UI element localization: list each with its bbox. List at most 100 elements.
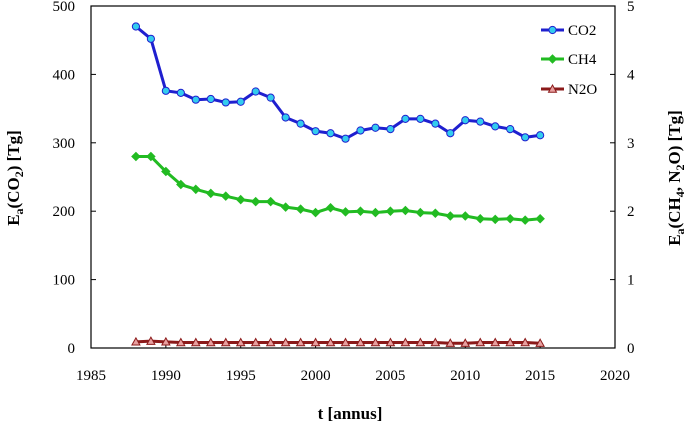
data-point-co2 — [461, 116, 470, 125]
data-point-n2o — [295, 337, 306, 347]
data-point-ch4 — [131, 151, 141, 162]
data-point-ch4 — [415, 207, 426, 218]
data-point-n2o — [520, 337, 531, 347]
data-point-ch4 — [325, 203, 336, 213]
data-point-co2 — [176, 88, 185, 97]
data-point-n2o — [310, 337, 321, 347]
left-y-tick-label: 300 — [53, 136, 76, 152]
data-point-co2 — [521, 133, 530, 142]
data-point-co2 — [491, 122, 500, 131]
data-point-co2 — [356, 126, 365, 135]
data-point-ch4 — [220, 191, 231, 201]
x-tick-label: 2020 — [600, 368, 630, 384]
data-point-n2o — [146, 336, 156, 345]
data-point-ch4 — [280, 202, 291, 212]
data-point-ch4 — [265, 196, 276, 207]
right-y-tick-label: 2 — [627, 204, 635, 220]
data-point-co2 — [386, 125, 395, 134]
data-point-n2o — [355, 337, 366, 347]
data-point-co2 — [191, 95, 200, 104]
series-co2 — [131, 22, 545, 143]
plot-area — [90, 5, 616, 349]
left-y-tick-label: 0 — [68, 341, 76, 357]
data-point-ch4 — [161, 166, 171, 177]
data-point-co2 — [446, 129, 455, 138]
data-point-ch4 — [505, 213, 515, 224]
data-point-ch4 — [355, 206, 366, 216]
left-y-tick-label: 500 — [53, 0, 76, 15]
data-point-co2 — [341, 134, 350, 143]
data-point-n2o — [535, 338, 545, 347]
data-point-n2o — [400, 337, 411, 347]
left-y-tick-label: 400 — [53, 67, 76, 83]
legend-label-ch4: CH4 — [568, 52, 597, 68]
data-point-ch4 — [520, 215, 530, 225]
data-point-n2o — [430, 337, 441, 347]
data-point-n2o — [175, 337, 186, 347]
data-point-ch4 — [206, 188, 216, 199]
data-point-ch4 — [475, 213, 486, 224]
series-line-n2o — [135, 339, 541, 345]
data-point-n2o — [220, 337, 231, 347]
legend-item-ch4: CH4 — [541, 52, 597, 68]
data-point-co2 — [476, 117, 485, 126]
data-point-co2 — [296, 119, 305, 128]
data-point-ch4 — [146, 151, 156, 162]
data-point-n2o — [385, 337, 396, 347]
data-point-n2o — [340, 337, 351, 347]
right-y-tick-label: 3 — [627, 136, 635, 152]
data-point-co2 — [161, 86, 170, 95]
x-tick-label: 1995 — [226, 368, 256, 384]
data-point-n2o — [280, 337, 291, 347]
right-y-tick-label: 4 — [627, 67, 635, 83]
right-y-axis: 0 1 2 3 4 5 — [610, 0, 635, 357]
x-tick-label: 2005 — [375, 368, 405, 384]
data-point-co2 — [311, 127, 320, 136]
series-n2o — [131, 336, 545, 347]
data-point-n2o — [370, 337, 381, 347]
data-point-n2o — [475, 337, 486, 347]
right-y-tick-label: 5 — [627, 0, 635, 15]
data-point-n2o — [190, 337, 201, 347]
x-tick-label: 2010 — [450, 368, 480, 384]
data-point-n2o — [265, 337, 276, 347]
data-point-co2 — [281, 113, 290, 122]
data-point-co2 — [431, 119, 440, 128]
data-point-co2 — [146, 34, 155, 43]
data-point-ch4 — [535, 213, 545, 224]
data-point-ch4 — [490, 214, 500, 225]
series-line-ch4 — [135, 154, 541, 222]
data-point-co2 — [401, 114, 410, 123]
legend-marker-ch4 — [547, 54, 558, 64]
series-ch4 — [131, 151, 545, 225]
x-axis: 1985 1990 1995 2000 2005 2010 2015 2020 — [76, 343, 630, 384]
data-point-n2o — [325, 337, 336, 347]
data-point-ch4 — [400, 205, 411, 216]
data-point-n2o — [205, 337, 216, 347]
data-point-ch4 — [445, 211, 456, 221]
data-point-n2o — [131, 336, 141, 346]
data-point-n2o — [250, 337, 261, 347]
left-y-axis-title: Ea(CO2) [Tg] — [4, 130, 26, 226]
data-point-n2o — [460, 338, 471, 347]
data-point-co2 — [266, 93, 275, 102]
data-point-co2 — [371, 123, 380, 132]
data-point-ch4 — [430, 208, 441, 219]
legend: CO2 CH4 N2O — [541, 23, 597, 98]
data-point-ch4 — [370, 207, 381, 218]
right-y-axis-title: Ea(CH4, N2O) [Tg] — [665, 110, 687, 246]
legend-marker-co2 — [548, 25, 557, 35]
data-point-co2 — [251, 87, 260, 96]
left-y-axis: 0 100 200 300 400 500 — [53, 0, 96, 357]
data-point-co2 — [536, 131, 545, 140]
data-point-ch4 — [340, 207, 351, 217]
data-point-co2 — [326, 129, 335, 138]
data-point-co2 — [506, 125, 515, 134]
x-tick-label: 1990 — [151, 368, 181, 384]
x-tick-label: 1985 — [76, 368, 106, 384]
data-point-n2o — [505, 337, 516, 347]
series-line-co2 — [134, 25, 541, 141]
data-point-co2 — [236, 97, 245, 106]
data-point-co2 — [221, 98, 230, 107]
x-tick-label: 2015 — [525, 368, 555, 384]
